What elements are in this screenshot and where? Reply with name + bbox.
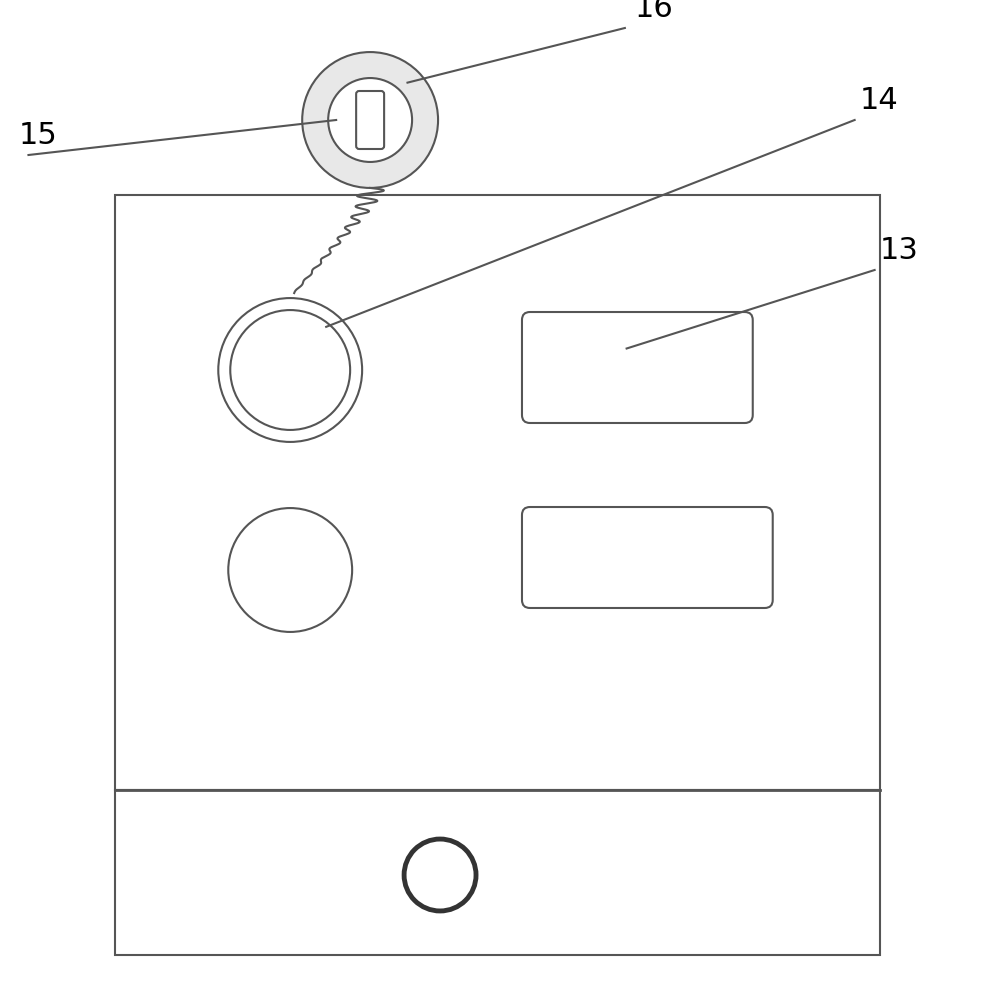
Circle shape <box>302 52 438 188</box>
Circle shape <box>404 839 476 911</box>
Circle shape <box>328 78 412 162</box>
Bar <box>115 790 880 955</box>
Text: 15: 15 <box>18 121 57 150</box>
Bar <box>115 195 880 790</box>
FancyBboxPatch shape <box>356 91 384 149</box>
Text: 14: 14 <box>860 86 898 115</box>
Text: 16: 16 <box>635 0 674 23</box>
Text: 13: 13 <box>880 236 918 265</box>
Circle shape <box>218 298 362 442</box>
FancyBboxPatch shape <box>522 507 773 608</box>
Circle shape <box>228 508 352 632</box>
Circle shape <box>230 310 350 430</box>
FancyBboxPatch shape <box>522 312 753 423</box>
